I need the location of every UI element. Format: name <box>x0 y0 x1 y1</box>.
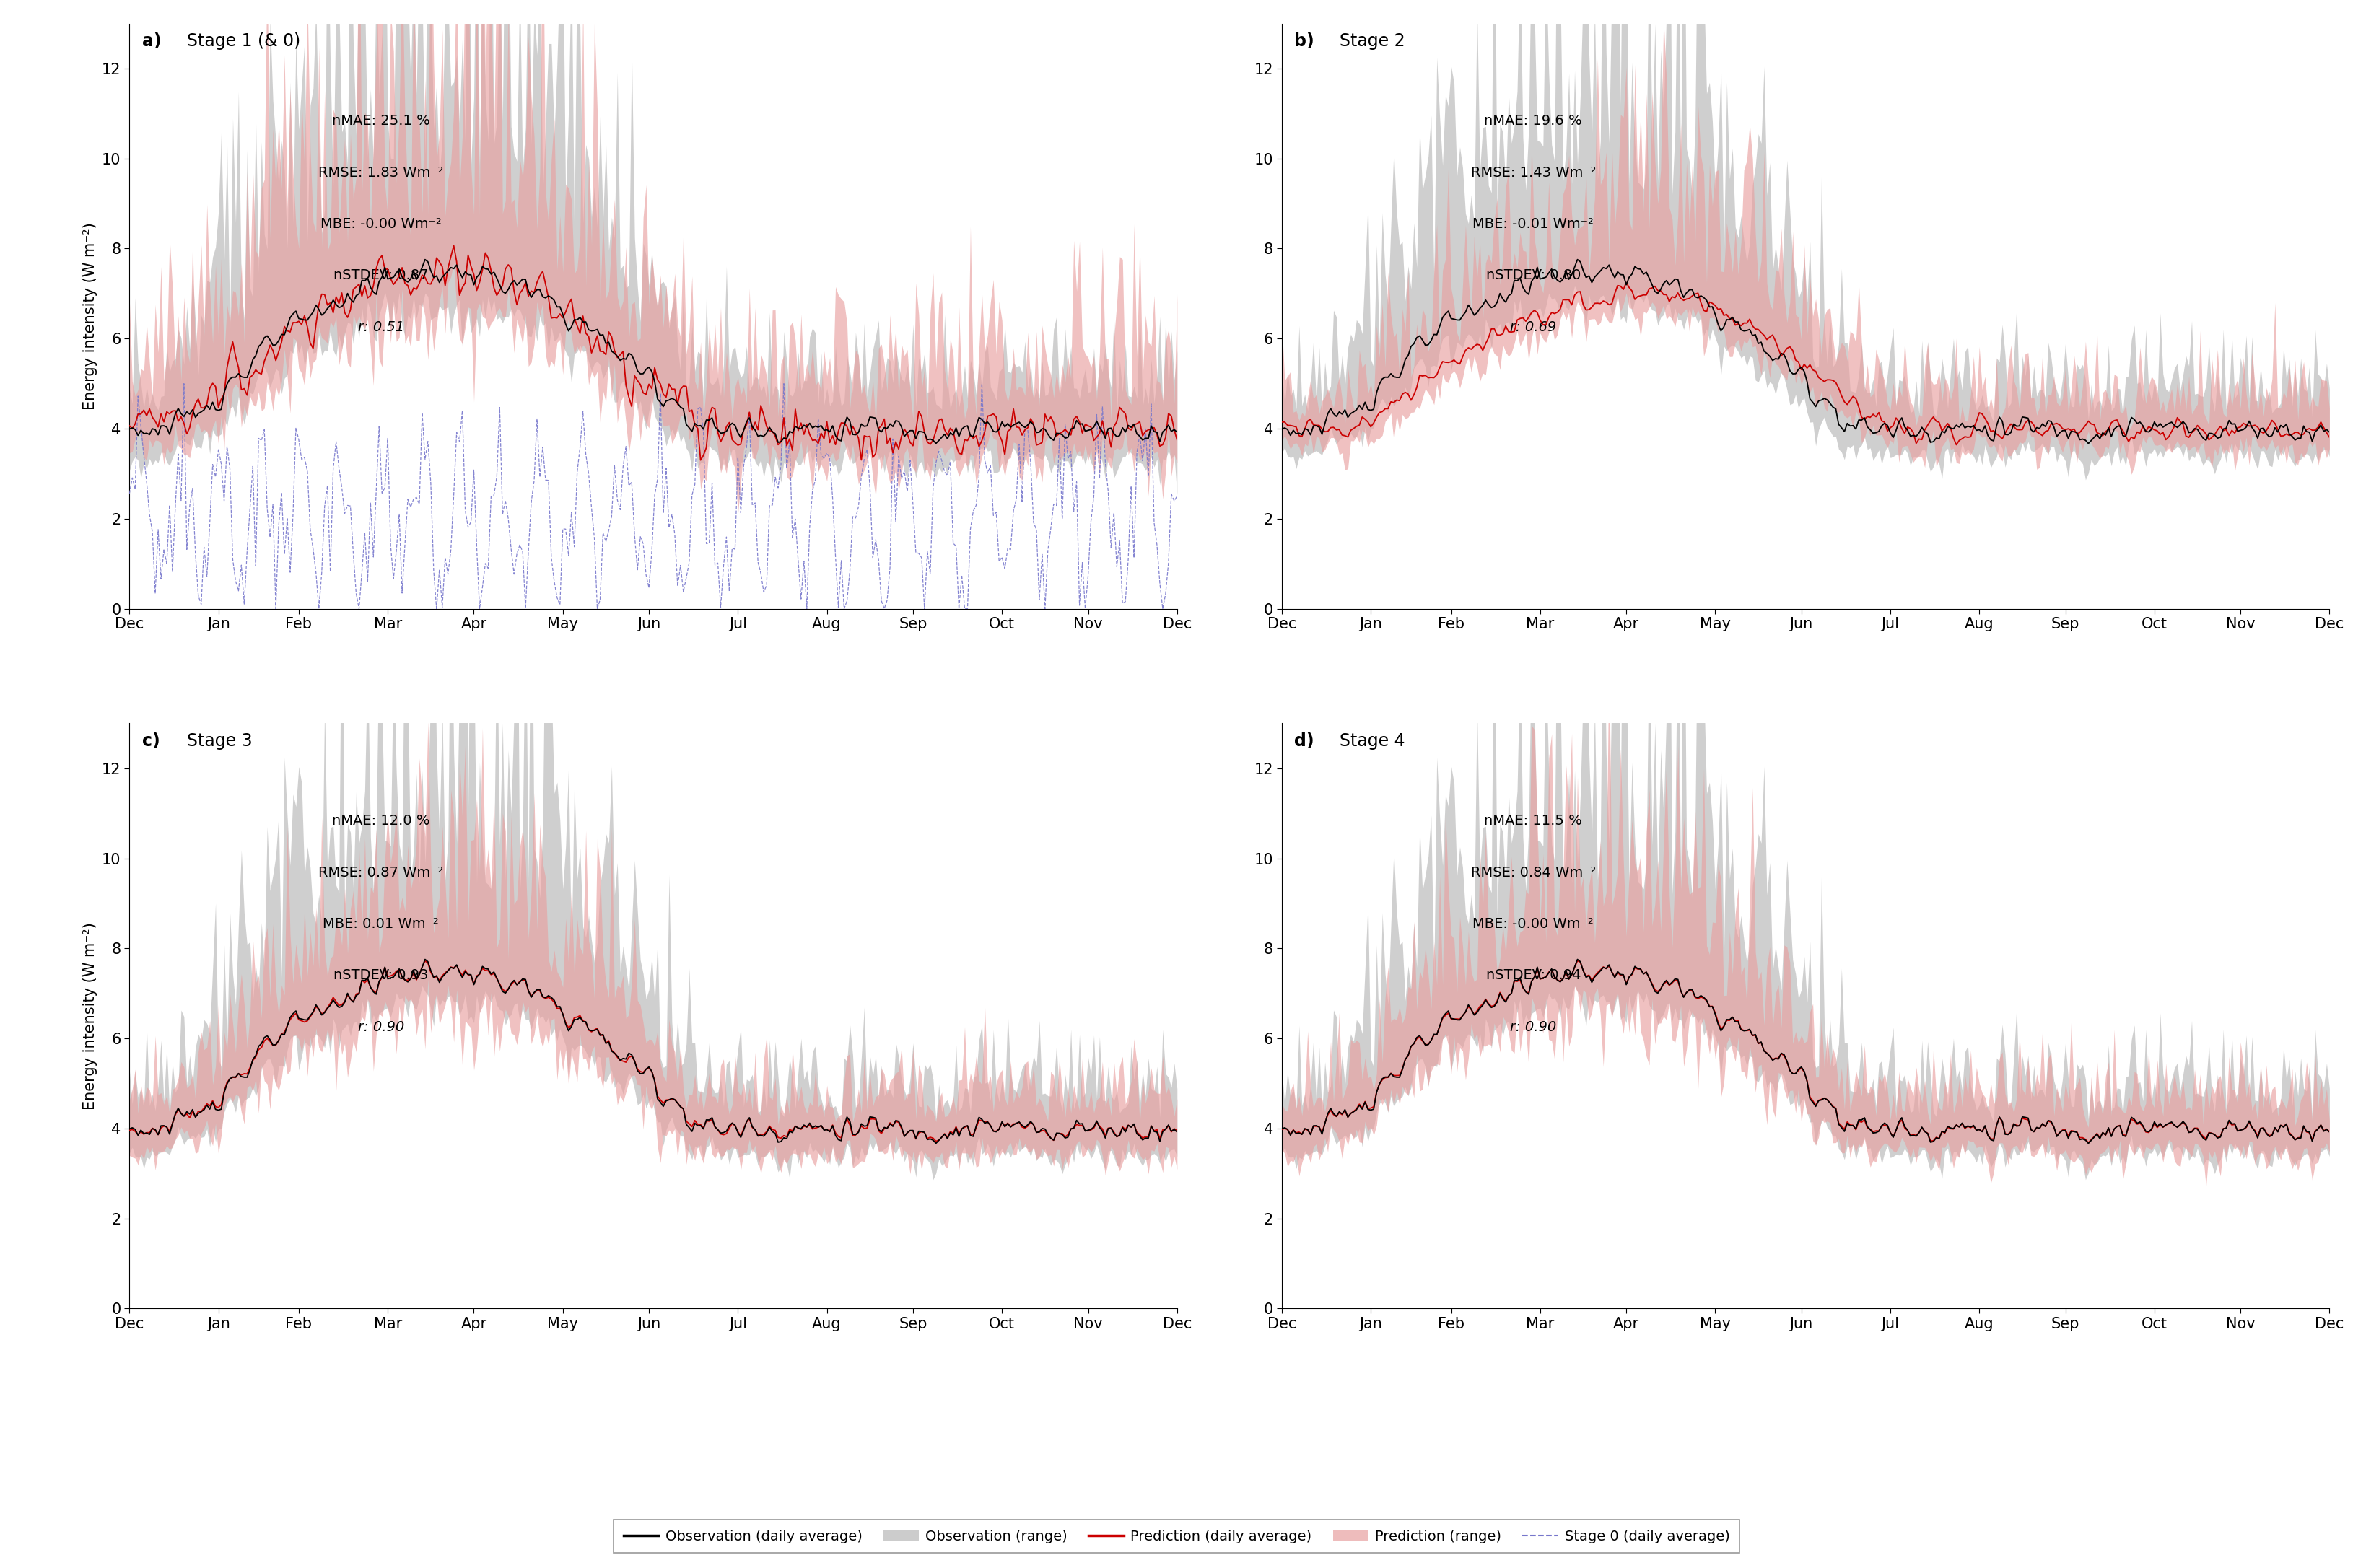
Text: RMSE: 1.83 Wm⁻²: RMSE: 1.83 Wm⁻² <box>318 166 442 179</box>
Text: nMAE: 25.1 %: nMAE: 25.1 % <box>332 114 431 129</box>
Text: Stage 3: Stage 3 <box>186 732 252 750</box>
Text: d): d) <box>1294 732 1315 750</box>
Text: c): c) <box>141 732 160 750</box>
Text: r: 0.69: r: 0.69 <box>1511 320 1555 334</box>
Text: r: 0.90: r: 0.90 <box>1511 1021 1555 1033</box>
Text: MBE: 0.01 Wm⁻²: MBE: 0.01 Wm⁻² <box>322 917 440 931</box>
Text: MBE: -0.00 Wm⁻²: MBE: -0.00 Wm⁻² <box>1473 917 1593 931</box>
Text: MBE: -0.01 Wm⁻²: MBE: -0.01 Wm⁻² <box>1473 218 1593 230</box>
Text: nMAE: 11.5 %: nMAE: 11.5 % <box>1485 814 1581 828</box>
Text: nSTDEV: 0.87: nSTDEV: 0.87 <box>334 268 428 282</box>
Text: Stage 2: Stage 2 <box>1339 33 1405 50</box>
Text: a): a) <box>141 33 162 50</box>
Text: RMSE: 1.43 Wm⁻²: RMSE: 1.43 Wm⁻² <box>1471 166 1595 179</box>
Text: MBE: -0.00 Wm⁻²: MBE: -0.00 Wm⁻² <box>320 218 442 230</box>
Y-axis label: Energy intensity (W m⁻²): Energy intensity (W m⁻²) <box>82 922 99 1110</box>
Text: RMSE: 0.87 Wm⁻²: RMSE: 0.87 Wm⁻² <box>318 866 442 880</box>
Text: nMAE: 19.6 %: nMAE: 19.6 % <box>1485 114 1581 129</box>
Text: Stage 1 (& 0): Stage 1 (& 0) <box>186 33 301 50</box>
Text: nSTDEV: 0.93: nSTDEV: 0.93 <box>334 969 428 982</box>
Text: r: 0.90: r: 0.90 <box>358 1021 405 1033</box>
Text: r: 0.51: r: 0.51 <box>358 320 405 334</box>
Text: nMAE: 12.0 %: nMAE: 12.0 % <box>332 814 431 828</box>
Text: b): b) <box>1294 33 1315 50</box>
Text: nSTDEV: 0.94: nSTDEV: 0.94 <box>1485 969 1581 982</box>
Text: RMSE: 0.84 Wm⁻²: RMSE: 0.84 Wm⁻² <box>1471 866 1595 880</box>
Legend: Observation (daily average), Observation (range), Prediction (daily average), Pr: Observation (daily average), Observation… <box>614 1519 1739 1554</box>
Text: nSTDEV: 0.80: nSTDEV: 0.80 <box>1485 268 1581 282</box>
Y-axis label: Energy intensity (W m⁻²): Energy intensity (W m⁻²) <box>82 223 99 409</box>
Text: Stage 4: Stage 4 <box>1339 732 1405 750</box>
